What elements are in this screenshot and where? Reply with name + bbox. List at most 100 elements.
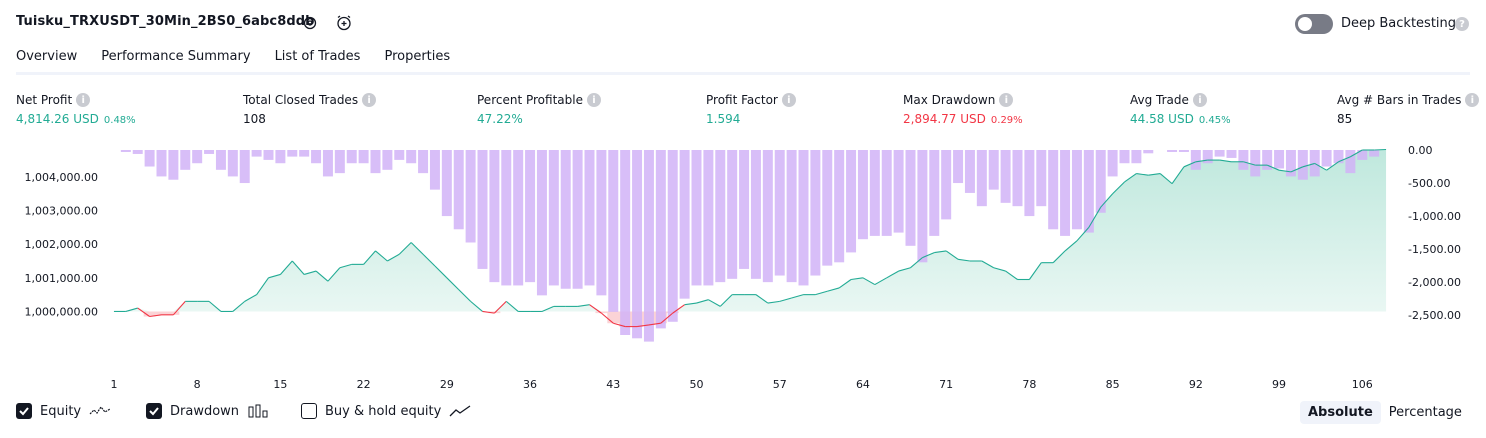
question-icon[interactable]: ?: [1455, 17, 1469, 31]
drawdown-bar: [1071, 150, 1082, 230]
x-tick-label: 57: [773, 378, 787, 391]
drawdown-bar: [227, 150, 238, 177]
equity-drawdown-chart[interactable]: 1,004,000.00 1,003,000.00 1,002,000.00 1,00…: [0, 140, 1486, 395]
info-icon[interactable]: i: [362, 93, 377, 107]
buy-hold-checkbox[interactable]: [301, 403, 317, 419]
tab-overview[interactable]: Overview: [16, 49, 78, 75]
drawdown-bar: [929, 150, 940, 236]
drawdown-bar: [263, 150, 274, 160]
drawdown-bar: [1274, 150, 1285, 169]
percentage-button[interactable]: Percentage: [1388, 405, 1462, 420]
drawdown-bar: [525, 150, 536, 283]
absolute-button[interactable]: Absolute: [1300, 401, 1381, 424]
equity-line-segment: [327, 267, 341, 282]
equity-line-segment: [708, 299, 721, 307]
equity-line-segment: [672, 304, 685, 314]
tabs-divider: [16, 72, 1470, 75]
drawdown-bar: [1083, 150, 1094, 233]
drawdown-bar: [180, 150, 191, 170]
equity-line-segment: [827, 287, 840, 292]
drawdown-bar: [513, 150, 524, 286]
equity-line-segment: [874, 277, 887, 286]
drawdown-bar: [1285, 150, 1296, 177]
equity-line-segment: [279, 260, 293, 275]
deep-backtesting-toggle[interactable]: [1295, 14, 1333, 34]
metric-label: Total Closed Trades: [243, 93, 359, 107]
drawdown-bar: [1024, 150, 1035, 217]
drawdown-bar: [1048, 150, 1059, 230]
equity-line-segment: [505, 300, 519, 312]
equity-area: [113, 149, 1387, 312]
info-icon[interactable]: i: [999, 93, 1014, 107]
drawdown-bar: [893, 150, 904, 233]
equity-line-icon: [89, 405, 111, 415]
equity-line-segment: [660, 312, 674, 324]
equity-line-segment: [850, 277, 864, 281]
drawdown-bar: [953, 150, 964, 184]
equity-line-segment: [1136, 173, 1149, 176]
drawdown-bar: [655, 150, 666, 329]
equity-line-segment: [589, 304, 602, 314]
equity-line-segment: [1088, 206, 1102, 228]
equity-line-segment: [1183, 161, 1197, 168]
info-icon[interactable]: i: [1192, 93, 1207, 107]
drawdown-bar: [584, 150, 595, 286]
equity-line-segment: [1326, 161, 1339, 171]
drawdown-bar: [917, 150, 928, 263]
metric-net-profit: Net Profit i 4,814.26 USD 0.48%: [16, 93, 136, 126]
drawdown-checkbox[interactable]: [146, 403, 162, 419]
equity-line-segment: [1278, 169, 1292, 173]
equity-line-segment: [446, 277, 460, 290]
drawdown-bar: [1333, 150, 1344, 164]
metric-profit-factor: Profit Factor i 1.594: [706, 93, 796, 126]
drawdown-bar: [453, 150, 464, 230]
y-left-tick-label: 1,004,000.00: [25, 171, 98, 184]
info-icon[interactable]: i: [781, 93, 796, 107]
drawdown-bar: [1262, 150, 1273, 170]
drawdown-bar: [334, 150, 345, 174]
trend-line-icon: [449, 405, 471, 417]
drawdown-bar: [156, 150, 167, 177]
drawdown-bar: [1167, 150, 1178, 152]
drawdown-bar: [1095, 150, 1106, 213]
buy-hold-label: Buy & hold equity: [325, 403, 442, 419]
gear-icon[interactable]: [300, 13, 320, 33]
equity-line-segment: [922, 252, 935, 259]
alarm-clock-plus-icon[interactable]: [334, 13, 354, 33]
info-icon[interactable]: i: [76, 93, 91, 107]
drawdown-bar: [834, 150, 845, 263]
metric-value: 85: [1337, 112, 1353, 126]
tab-properties[interactable]: Properties: [384, 49, 451, 64]
equity-line-segment: [648, 322, 661, 326]
drawdown-bar: [1107, 150, 1118, 177]
drawdown-bar: [489, 150, 500, 283]
drawdown-bar: [739, 150, 750, 269]
equity-line-segment: [898, 267, 911, 272]
equity-line-segment: [291, 260, 305, 275]
equity-line-segment: [1124, 173, 1137, 183]
equity-line-segment: [410, 242, 424, 255]
drawdown-bar: [691, 150, 702, 286]
equity-line-segment: [1148, 173, 1161, 176]
tab-performance-summary[interactable]: Performance Summary: [101, 49, 251, 64]
drawdown-bar: [299, 150, 310, 157]
info-icon[interactable]: i: [586, 93, 601, 107]
drawdown-bar: [715, 150, 726, 283]
drawdown-bar: [905, 150, 916, 246]
drawdown-bar: [881, 150, 892, 236]
equity-line-segment: [910, 257, 923, 269]
drawdown-bar: [988, 150, 999, 190]
info-icon[interactable]: i: [1465, 93, 1480, 107]
metric-value: 47.22%: [477, 112, 523, 126]
metric-total-closed-trades: Total Closed Trades i 108: [243, 93, 377, 126]
equity-line-segment: [815, 290, 828, 296]
equity-line-segment: [256, 277, 269, 295]
x-tick-label: 106: [1352, 378, 1373, 391]
drawdown-bar: [643, 150, 654, 342]
tab-list-of-trades[interactable]: List of Trades: [274, 49, 361, 64]
metric-value: 44.58 USD: [1130, 112, 1194, 126]
x-tick-label: 78: [1022, 378, 1036, 391]
equity-line-segment: [1195, 159, 1208, 163]
equity-checkbox[interactable]: [16, 403, 32, 419]
drawdown-bar: [287, 150, 298, 157]
